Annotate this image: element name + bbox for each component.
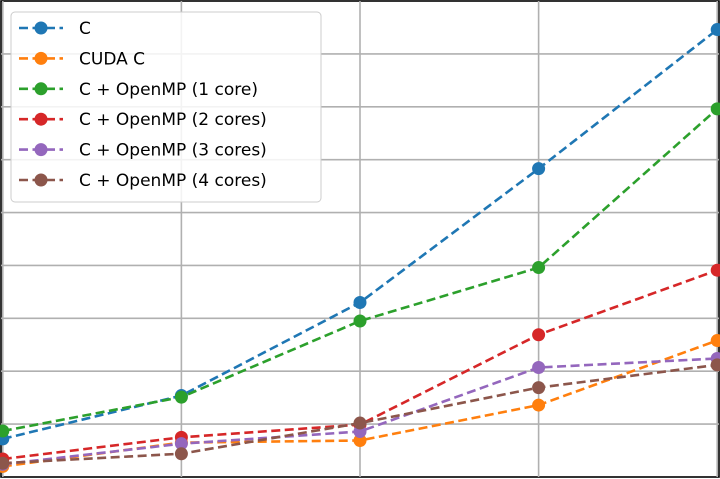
legend-marker-2 — [34, 51, 48, 65]
legend-item-1: C — [19, 19, 91, 39]
legend-label-3: C + OpenMP (1 core) — [79, 80, 258, 100]
legend-label-4: C + OpenMP (2 cores) — [79, 110, 267, 130]
series-3-point-5 — [710, 102, 720, 116]
series-3 — [0, 102, 720, 438]
legend-label-1: C — [79, 19, 91, 39]
series-6-line — [2, 363, 718, 465]
series-5-point-4 — [532, 361, 546, 375]
series-2-point-5 — [710, 334, 720, 348]
series-2-point-3 — [353, 434, 367, 448]
legend-item-6: C + OpenMP (4 cores) — [19, 171, 267, 191]
legend-item-4: C + OpenMP (2 cores) — [19, 110, 267, 130]
series-2-point-4 — [532, 398, 546, 412]
series-1-point-3 — [353, 295, 367, 309]
series-group — [0, 23, 720, 473]
series-6-point-4 — [532, 381, 546, 395]
legend: C CUDA C C + OpenMP (1 core) C + OpenMP (2 … — [10, 11, 322, 203]
series-3-point-3 — [353, 314, 367, 328]
legend-item-3: C + OpenMP (1 core) — [19, 80, 258, 100]
legend-item-5: C + OpenMP (3 cores) — [19, 141, 267, 161]
legend-marker-4 — [34, 112, 48, 126]
series-4-point-4 — [532, 328, 546, 342]
legend-label-5: C + OpenMP (3 cores) — [79, 141, 267, 161]
series-3-point-4 — [532, 261, 546, 275]
legend-box — [10, 11, 322, 203]
legend-label-6: C + OpenMP (4 cores) — [79, 171, 267, 191]
legend-marker-5 — [34, 143, 48, 157]
series-3-point-1 — [0, 424, 10, 438]
series-1-point-5 — [710, 23, 720, 37]
series-6-point-1 — [0, 456, 10, 470]
legend-label-2: CUDA C — [79, 49, 145, 69]
legend-marker-6 — [34, 173, 48, 187]
series-3-point-2 — [174, 390, 188, 404]
series-6-point-5 — [710, 358, 720, 372]
legend-item-2: CUDA C — [19, 49, 145, 69]
series-5-point-2 — [174, 437, 188, 451]
series-6-point-2 — [174, 447, 188, 461]
series-3-line — [2, 107, 719, 433]
legend-marker-1 — [34, 21, 48, 35]
series-4-point-5 — [710, 263, 720, 277]
legend-marker-3 — [34, 82, 48, 96]
series-6-point-3 — [353, 416, 367, 430]
series-6 — [0, 358, 720, 470]
series-1-point-4 — [532, 162, 546, 176]
